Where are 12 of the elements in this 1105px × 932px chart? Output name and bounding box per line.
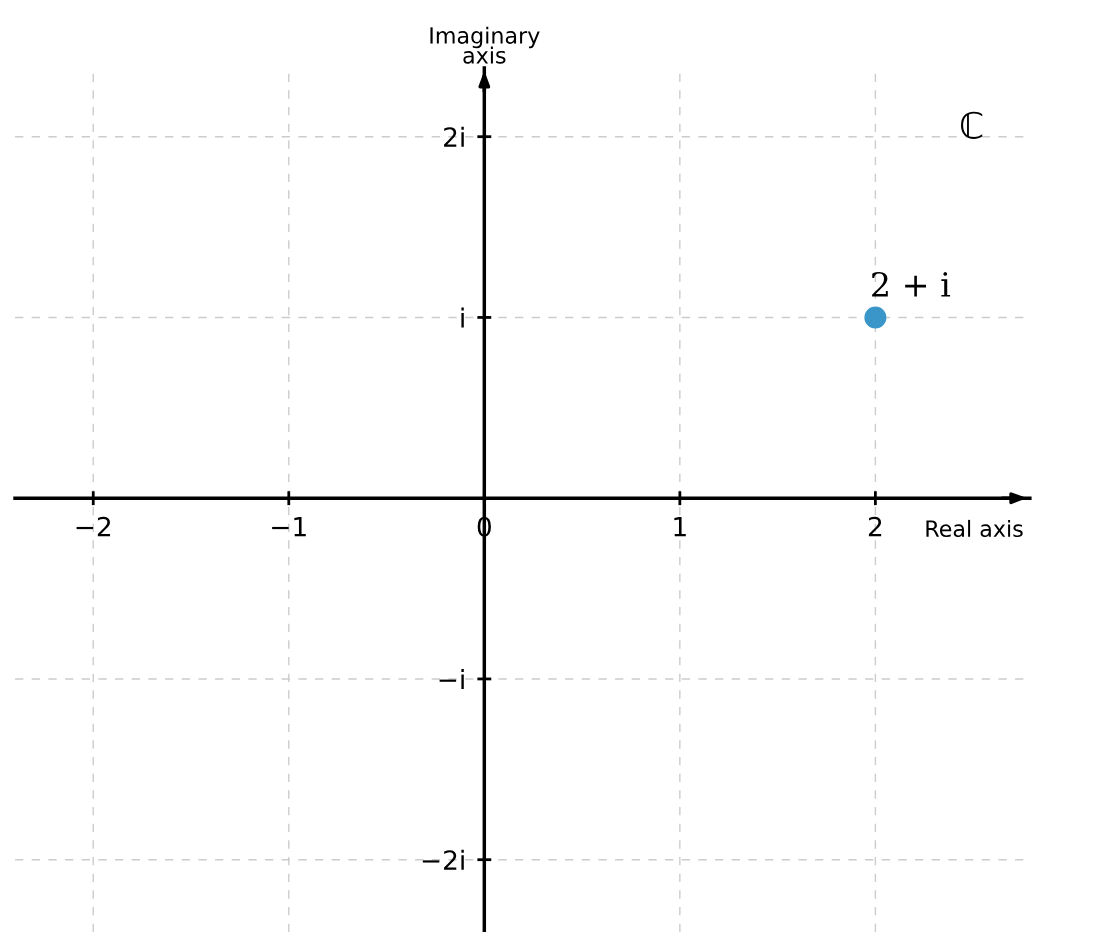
x-tick-label: −1 (272, 517, 306, 537)
y-tick-label: −2i (422, 849, 464, 870)
annotation: 2 + i (872, 271, 951, 297)
annotation: ℂ (961, 111, 983, 139)
y-tick-label: i (461, 307, 464, 328)
x-tick-label: 1 (674, 517, 686, 537)
y-tick-label: 2i (444, 126, 464, 147)
y-axis-title: Imaginary axis (430, 26, 540, 64)
x-tick-label: 2 (868, 516, 882, 537)
x-tick-label: −2 (76, 516, 111, 537)
y-tick-label: −i (439, 668, 464, 689)
x-axis-title: Real axis (926, 519, 1023, 538)
